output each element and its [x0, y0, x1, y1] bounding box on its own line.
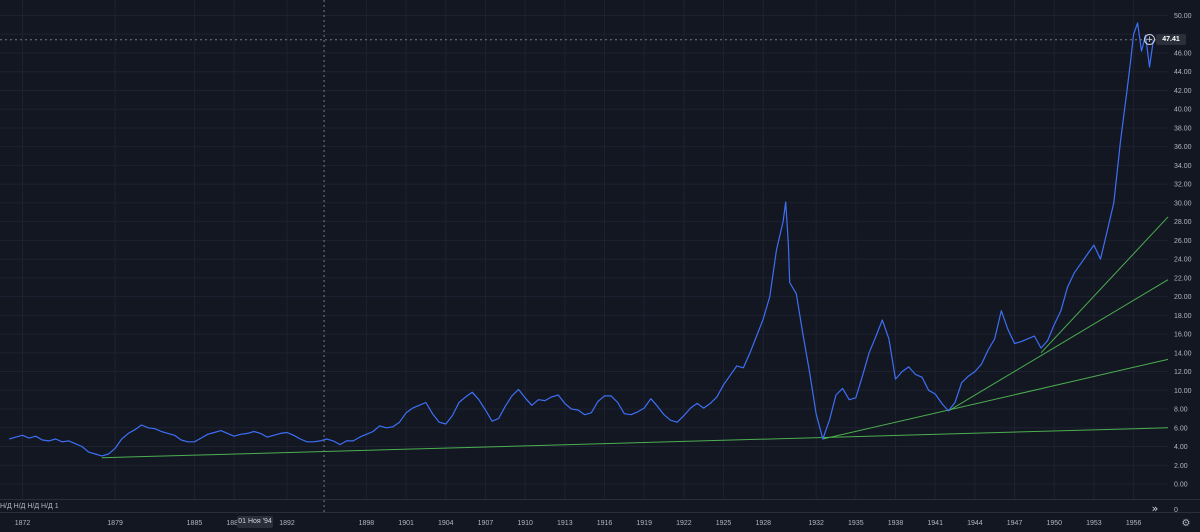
- y-tick-label: 26.00: [1174, 238, 1192, 245]
- trend-line-4[interactable]: [1040, 216, 1169, 354]
- x-tick-label: 1913: [557, 520, 573, 527]
- x-tick-label: 1925: [716, 520, 732, 527]
- y-tick-label: 18.00: [1174, 313, 1192, 320]
- gear-icon[interactable]: ⚙: [1181, 518, 1191, 529]
- y-tick-label: 50.00: [1174, 13, 1192, 20]
- add-alert-plus-icon[interactable]: +: [1144, 34, 1155, 45]
- time-axis[interactable]: 1872 1879 1885 1888 1892 1898 1901 1904 1907 1910…: [15, 520, 1142, 527]
- trend-line-3[interactable]: [948, 279, 1169, 412]
- x-tick-label: 1872: [15, 520, 31, 527]
- x-tick-label: 1879: [107, 520, 123, 527]
- x-tick-label: 1956: [1126, 520, 1142, 527]
- y-tick-label: 40.00: [1174, 107, 1192, 114]
- y-tick-label: 36.00: [1174, 144, 1192, 151]
- x-tick-label: 1935: [848, 520, 864, 527]
- x-tick-label: 1892: [279, 520, 295, 527]
- crosshair-date-label: 01 Ноя '94: [237, 516, 273, 528]
- y-tick-label: 22.00: [1174, 275, 1192, 282]
- y-tick-label: 16.00: [1174, 332, 1192, 339]
- price-series: [9, 22, 1154, 457]
- crosshair: [0, 0, 1168, 514]
- y-tick-label: 34.00: [1174, 163, 1192, 170]
- y-tick-label: 2.00: [1174, 463, 1188, 470]
- y-tick-label: 38.00: [1174, 125, 1192, 132]
- y-tick-label: 28.00: [1174, 219, 1192, 226]
- y-tick-label: 12.00: [1174, 369, 1192, 376]
- indicator-value: 0: [1174, 507, 1178, 514]
- y-tick-label: 24.00: [1174, 257, 1192, 264]
- x-tick-label: 1953: [1086, 520, 1102, 527]
- indicator-legend-label[interactable]: Н/Д Н/Д Н/Д Н/Д 1: [0, 503, 59, 510]
- trend-line-2[interactable]: [822, 358, 1169, 440]
- y-tick-label: 20.00: [1174, 294, 1192, 301]
- x-tick-label: 1898: [359, 520, 375, 527]
- y-tick-label: 42.00: [1174, 88, 1192, 95]
- price-axis[interactable]: 0.00 2.00 4.00 6.00 8.00 10.00 12.00 14.00 16.00…: [1174, 13, 1192, 489]
- y-tick-label: 8.00: [1174, 407, 1188, 414]
- x-tick-label: 1888: [226, 520, 242, 527]
- y-tick-label: 0.00: [1174, 482, 1188, 489]
- y-tick-label: 30.00: [1174, 200, 1192, 207]
- y-tick-label: 44.00: [1174, 69, 1192, 76]
- x-tick-label: 1885: [187, 520, 203, 527]
- x-tick-label: 1916: [597, 520, 613, 527]
- x-tick-label: 1950: [1046, 520, 1062, 527]
- y-tick-label: 14.00: [1174, 350, 1192, 357]
- x-tick-label: 1928: [755, 520, 771, 527]
- x-tick-label: 1944: [967, 520, 983, 527]
- x-tick-label: 1947: [1007, 520, 1023, 527]
- x-tick-label: 1922: [676, 520, 692, 527]
- series-line-1: [9, 22, 1154, 457]
- y-tick-label: 46.00: [1174, 50, 1192, 57]
- chart-grid: [0, 0, 1200, 513]
- trend-lines[interactable]: [101, 216, 1169, 459]
- y-tick-label: 4.00: [1174, 444, 1188, 451]
- last-price-label: 47.41: [1156, 34, 1186, 45]
- x-tick-label: 1932: [808, 520, 824, 527]
- y-tick-label: 32.00: [1174, 182, 1192, 189]
- y-tick-label: 10.00: [1174, 388, 1192, 395]
- x-tick-label: 1904: [438, 520, 454, 527]
- x-tick-label: 1901: [398, 520, 414, 527]
- y-tick-label: 6.00: [1174, 425, 1188, 432]
- scroll-to-realtime-icon[interactable]: »: [1151, 502, 1159, 515]
- x-tick-label: 1941: [927, 520, 943, 527]
- x-tick-label: 1938: [888, 520, 904, 527]
- x-tick-label: 1919: [636, 520, 652, 527]
- trend-line-1[interactable]: [101, 427, 1169, 459]
- x-tick-label: 1907: [478, 520, 494, 527]
- x-tick-label: 1910: [517, 520, 533, 527]
